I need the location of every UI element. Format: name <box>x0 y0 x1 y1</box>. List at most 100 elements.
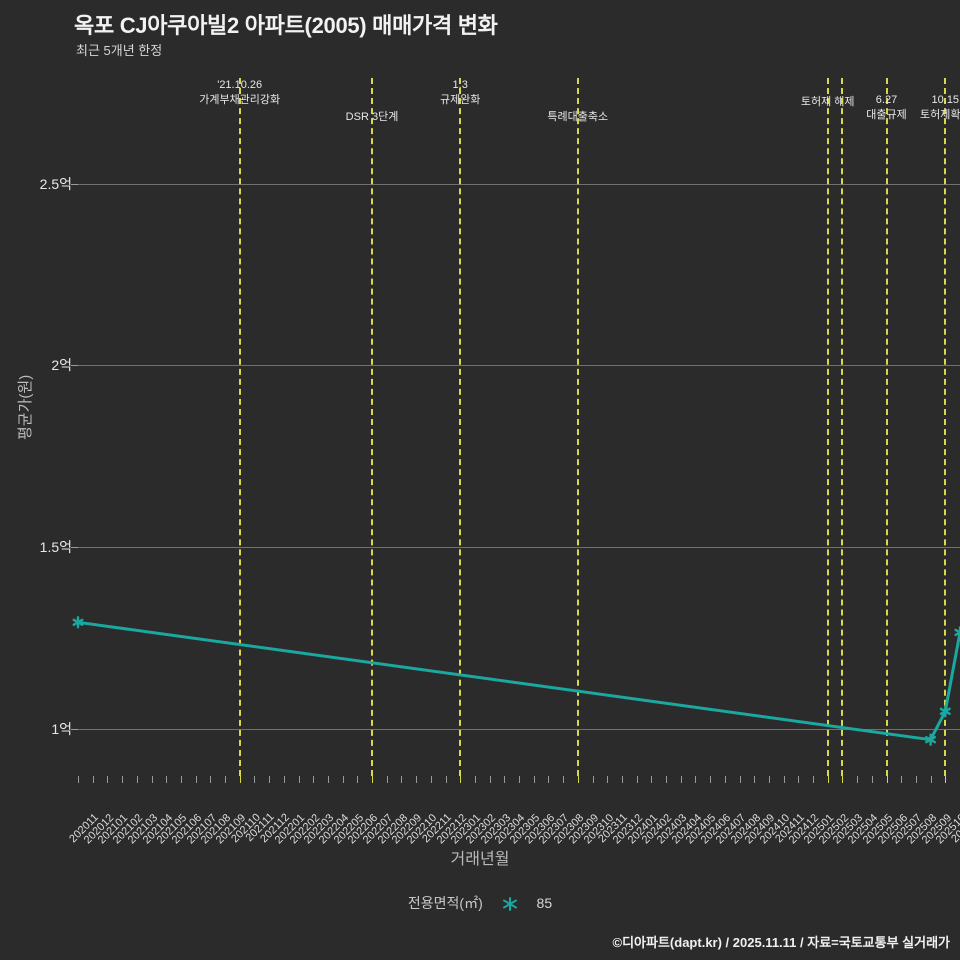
x-tick-mark <box>680 776 682 783</box>
x-tick-mark <box>519 776 520 783</box>
x-axis-title: 거래년월 <box>450 851 510 868</box>
x-tick-mark <box>210 776 212 783</box>
x-tick-mark <box>283 776 285 783</box>
legend-value: 85 <box>536 895 553 911</box>
marker-stroke <box>925 736 937 744</box>
x-tick-mark <box>313 776 315 783</box>
x-tick-mark <box>460 776 462 783</box>
x-tick-mark <box>871 776 873 783</box>
x-tick-mark <box>357 776 359 783</box>
event-name: 특례대출축소 <box>547 111 609 123</box>
x-tick-mark <box>695 776 697 783</box>
x-tick-mark <box>827 776 829 783</box>
x-tick-mark <box>548 776 550 783</box>
x-tick-mark <box>886 776 888 783</box>
y-tick-mark <box>71 547 78 549</box>
x-tick-mark <box>783 776 785 783</box>
marker-stroke <box>954 631 960 637</box>
event-date: 1.3 <box>452 79 468 91</box>
x-tick-mark <box>225 776 226 783</box>
y-tick-label: 2.5억 <box>39 175 72 192</box>
event-line-ev8 <box>944 78 947 776</box>
x-tick-mark <box>195 776 197 783</box>
plot-area: 1억 1.5억 2억 2.5억 '21.10.26 가계부채관리강화 DSR 3단계 1.3… <box>40 78 960 776</box>
x-tick-mark <box>945 776 947 783</box>
data-point-marker[interactable] <box>72 616 84 629</box>
event-label-ev7: 6.27 대출규제 <box>866 93 906 123</box>
gridline <box>78 365 960 367</box>
x-tick-mark <box>180 776 182 783</box>
x-tick-mark <box>710 776 712 783</box>
gridline <box>78 183 960 185</box>
x-tick-mark <box>636 776 638 783</box>
data-point-marker[interactable] <box>954 626 960 639</box>
x-axis-ticks: 202011 202012 202101 202102 202103 202104 2021… <box>67 776 960 846</box>
x-tick-mark <box>504 776 506 783</box>
event-label-ev3: 1.3 규제완화 <box>440 78 480 108</box>
event-line-ev2 <box>371 78 373 776</box>
y-tick-label: 1억 <box>51 720 72 737</box>
x-tick-mark <box>151 776 153 783</box>
x-tick-mark <box>298 776 300 783</box>
event-date: 6.27 <box>875 94 898 106</box>
event-name: DSR 3단계 <box>345 111 399 123</box>
x-tick-mark <box>607 776 609 783</box>
x-tick-mark <box>107 776 109 783</box>
y-tick-label: 2억 <box>51 357 72 374</box>
y-tick-mark <box>71 728 78 730</box>
event-name: 대출규제 <box>866 109 907 121</box>
x-tick-mark <box>930 776 932 783</box>
x-tick-mark <box>739 776 741 783</box>
x-tick-mark <box>724 776 726 783</box>
x-tick-mark <box>342 776 344 783</box>
x-tick-mark <box>416 776 418 783</box>
event-line-ev6 <box>841 78 844 776</box>
x-tick-mark <box>798 776 800 783</box>
event-name: 토허제 해제 <box>800 96 855 108</box>
event-label-ev8: 10.15 토허제확대 <box>920 93 960 123</box>
x-tick-mark <box>592 776 594 783</box>
x-tick-mark <box>901 776 903 783</box>
x-tick-mark <box>386 776 388 783</box>
x-tick-mark <box>621 776 623 783</box>
y-axis-title: 평균가(원) <box>17 374 34 440</box>
x-tick-mark <box>666 776 667 783</box>
x-tick-mark <box>474 776 476 783</box>
event-label-ev1: '21.10.26 가계부채관리강화 <box>199 78 280 108</box>
x-tick-mark <box>239 776 241 783</box>
x-tick-mark <box>445 776 447 783</box>
x-tick-mark <box>92 776 94 783</box>
event-line-ev4 <box>576 78 579 776</box>
chart-subtitle: 최근 5개년 한정 <box>76 43 163 58</box>
event-date: 10.15 <box>931 94 960 106</box>
y-tick-mark <box>71 365 78 367</box>
data-point-marker[interactable] <box>939 705 951 718</box>
event-line-ev1 <box>238 78 241 776</box>
footer-credit: ©디아파트(dapt.kr) / 2025.11.11 / 자료=국토교통부 실… <box>612 935 950 950</box>
x-tick-mark <box>401 776 403 783</box>
x-tick-mark <box>533 776 535 783</box>
x-tick-mark <box>842 776 844 783</box>
event-name: 토허제확대 <box>919 109 960 121</box>
x-tick-mark <box>269 776 271 783</box>
y-tick-mark <box>71 183 78 185</box>
x-tick-mark <box>78 776 79 783</box>
x-tick-mark <box>166 776 168 783</box>
event-label-ev2: DSR 3단계 <box>346 110 399 125</box>
marker-stroke <box>72 618 84 626</box>
series-line-85 <box>76 620 960 742</box>
page-title: 옥포 CJ아쿠아빌2 아파트(2005) 매매가격 변화 <box>74 13 498 38</box>
x-tick-mark <box>327 776 329 783</box>
series-layer <box>72 616 960 746</box>
chart-legend: 전용면적(㎡) 85 <box>0 893 960 913</box>
data-point-marker[interactable] <box>925 733 937 746</box>
x-tick-mark <box>489 776 491 783</box>
event-label-ev4: 특례대출축소 <box>547 110 608 125</box>
x-tick-mark <box>768 776 770 783</box>
x-tick-mark <box>430 776 432 783</box>
x-tick-mark <box>857 776 859 783</box>
x-tick-mark <box>563 776 565 783</box>
event-line-ev3 <box>459 78 462 776</box>
x-tick-mark <box>254 776 256 783</box>
